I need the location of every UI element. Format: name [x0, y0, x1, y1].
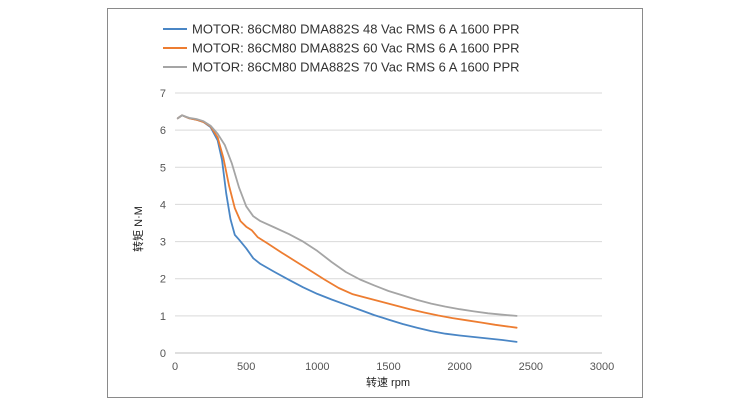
- x-tick-label: 2000: [447, 361, 471, 373]
- legend-label-3: MOTOR: 86CM80 DMA882S 70 Vac RMS 6 A 160…: [192, 60, 520, 75]
- line-chart: MOTOR: 86CM80 DMA882S 48 Vac RMS 6 A 160…: [131, 22, 614, 390]
- x-tick-label: 2500: [519, 361, 543, 373]
- y-tick-label: 4: [160, 199, 166, 211]
- y-tick-label: 2: [160, 274, 166, 286]
- legend-label-1: MOTOR: 86CM80 DMA882S 48 Vac RMS 6 A 160…: [192, 22, 520, 37]
- x-tick-label: 0: [172, 361, 178, 373]
- y-axis-ticks: 0 1 2 3 4 5 6 7: [160, 88, 166, 360]
- x-tick-label: 500: [237, 361, 255, 373]
- x-axis-ticks: 0 500 1000 1500 2000 2500 3000: [172, 361, 614, 373]
- y-tick-label: 0: [160, 348, 166, 360]
- chart-legend: MOTOR: 86CM80 DMA882S 48 Vac RMS 6 A 160…: [163, 22, 520, 75]
- chart-gridlines: [175, 92, 602, 354]
- legend-label-2: MOTOR: 86CM80 DMA882S 60 Vac RMS 6 A 160…: [192, 41, 520, 56]
- chart-frame: MOTOR: 86CM80 DMA882S 48 Vac RMS 6 A 160…: [107, 8, 643, 398]
- x-tick-label: 1000: [305, 361, 329, 373]
- y-tick-label: 1: [160, 311, 166, 323]
- chart-series: [176, 114, 518, 343]
- y-tick-label: 7: [160, 88, 166, 100]
- x-axis-title: 转速 rpm: [366, 375, 410, 389]
- series-line-1: [176, 114, 518, 343]
- series-line-3: [176, 114, 518, 317]
- y-axis-title: 转矩 N·M: [131, 206, 145, 252]
- x-tick-label: 3000: [590, 361, 614, 373]
- y-tick-label: 6: [160, 125, 166, 137]
- y-tick-label: 5: [160, 162, 166, 174]
- y-tick-label: 3: [160, 237, 166, 249]
- x-tick-label: 1500: [376, 361, 400, 373]
- series-line-2: [176, 114, 518, 329]
